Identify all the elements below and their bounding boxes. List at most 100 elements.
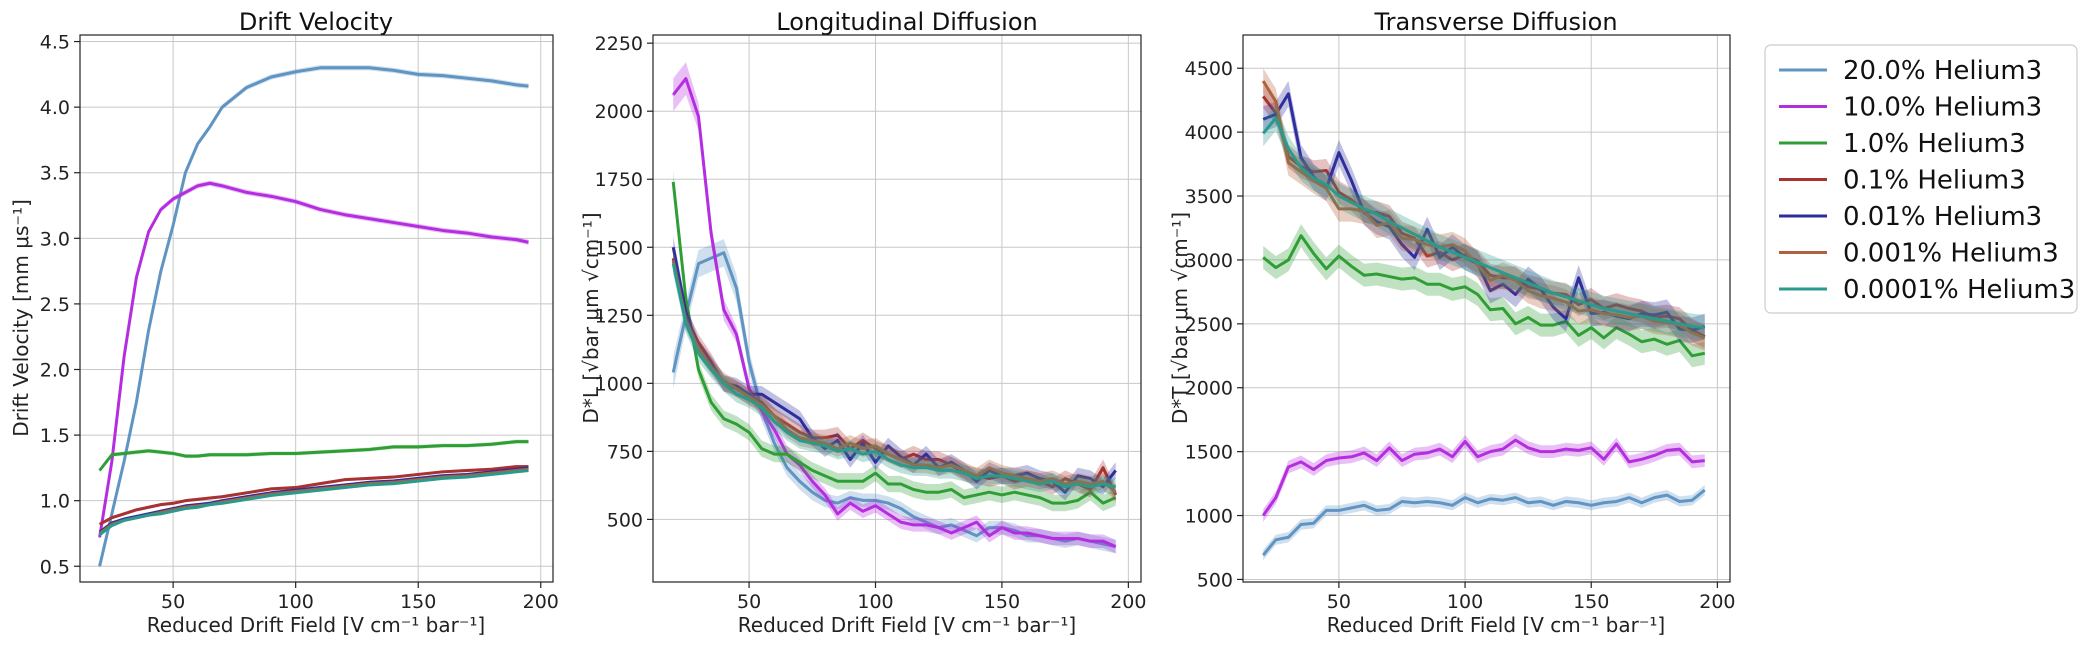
y-tick-label: 1500 bbox=[595, 237, 643, 259]
x-tick-label: 150 bbox=[400, 591, 436, 613]
x-tick-label: 100 bbox=[1447, 591, 1483, 613]
series-band bbox=[1263, 433, 1705, 522]
panel-title: Longitudinal Diffusion bbox=[776, 8, 1037, 36]
series-line bbox=[671, 181, 1117, 505]
axes-frame bbox=[652, 34, 1142, 583]
series-band bbox=[673, 252, 1116, 495]
axes-frame bbox=[1242, 34, 1731, 583]
y-tick-label: 1.5 bbox=[40, 425, 70, 447]
series-line bbox=[671, 246, 1117, 494]
ticks: 50 100 150 200 500 1000 1500 2000 2500 3000 3500 40… bbox=[1185, 58, 1736, 613]
series-line bbox=[671, 263, 1117, 489]
x-tick-label: 50 bbox=[161, 591, 185, 613]
y-tick-label: 3.0 bbox=[40, 228, 70, 250]
x-tick-label: 200 bbox=[523, 591, 559, 613]
x-axis-label: Reduced Drift Field [V cm⁻¹ bar⁻¹] bbox=[147, 613, 485, 637]
y-tick-label: 0.5 bbox=[40, 556, 70, 578]
series-0-0001-helium3 bbox=[671, 252, 1117, 495]
legend-item: 0.1% Helium3 bbox=[1779, 166, 2026, 196]
series-band bbox=[1263, 81, 1705, 344]
series-band bbox=[1263, 484, 1705, 561]
grid bbox=[80, 35, 553, 582]
y-tick-label: 3.5 bbox=[40, 163, 70, 185]
legend-label: 0.0001% Helium3 bbox=[1843, 275, 2075, 305]
y-tick-label: 4.5 bbox=[40, 32, 70, 54]
y-tick-label: 1750 bbox=[595, 169, 643, 191]
legend-box bbox=[1764, 44, 2078, 314]
ticks: 50 100 150 200 500 750 1000 1250 1500 1750 2000 225… bbox=[595, 33, 1147, 613]
x-tick-label: 150 bbox=[1573, 591, 1609, 613]
x-tick-label: 50 bbox=[1327, 591, 1351, 613]
x-axis-label: Reduced Drift Field [V cm⁻¹ bar⁻¹] bbox=[1327, 613, 1665, 637]
y-tick-label: 1000 bbox=[595, 373, 643, 395]
y-tick-label: 500 bbox=[607, 509, 643, 531]
y-tick-label: 2.0 bbox=[40, 359, 70, 381]
series-0-001-helium3 bbox=[1261, 68, 1706, 351]
series-line bbox=[1261, 80, 1706, 340]
series-line bbox=[98, 469, 529, 536]
series-group bbox=[671, 62, 1118, 554]
series-band bbox=[99, 65, 529, 569]
legend-label: 10.0% Helium3 bbox=[1843, 93, 2042, 123]
series-10-0-helium3 bbox=[672, 62, 1117, 554]
grid bbox=[1243, 35, 1730, 582]
legend-item: 1.0% Helium3 bbox=[1779, 129, 2026, 159]
series-band bbox=[673, 236, 1116, 501]
y-tick-label: 1000 bbox=[1185, 506, 1233, 528]
series-group bbox=[1261, 68, 1706, 561]
y-tick-label: 1500 bbox=[1185, 442, 1233, 464]
legend-label: 0.01% Helium3 bbox=[1843, 202, 2042, 232]
legend-label: 0.1% Helium3 bbox=[1843, 166, 2026, 196]
series-20-0-helium3 bbox=[98, 65, 529, 569]
x-tick-label: 100 bbox=[857, 591, 893, 613]
y-tick-label: 4000 bbox=[1185, 122, 1233, 144]
series-line bbox=[1262, 488, 1706, 557]
legend: 20.0% Helium3 10.0% Helium3 1.0% Helium3 0.… bbox=[1764, 44, 2078, 314]
x-tick-label: 150 bbox=[984, 591, 1020, 613]
series-line bbox=[671, 260, 1117, 494]
series-line bbox=[672, 77, 1117, 548]
y-axis-label: Drift Velocity [mm μs⁻¹] bbox=[9, 199, 33, 437]
x-axis-label: Reduced Drift Field [V cm⁻¹ bar⁻¹] bbox=[738, 613, 1076, 637]
series-0-0001-helium3 bbox=[98, 468, 529, 537]
series-0-0001-helium3 bbox=[1262, 105, 1705, 341]
series-band bbox=[1263, 224, 1705, 368]
series-0-001-helium3 bbox=[671, 249, 1117, 501]
y-tick-label: 2000 bbox=[595, 101, 643, 123]
x-tick-label: 200 bbox=[1699, 591, 1735, 613]
series-line bbox=[1262, 116, 1705, 330]
y-tick-label: 2000 bbox=[1185, 378, 1233, 400]
y-tick-label: 1.0 bbox=[40, 491, 70, 513]
panel-drift-velocity: Drift Velocity Reduced Drift Field [V cm… bbox=[9, 8, 559, 637]
panel-title: Drift Velocity bbox=[239, 8, 393, 36]
series-group bbox=[98, 65, 529, 569]
legend-label: 20.0% Helium3 bbox=[1843, 56, 2042, 86]
y-tick-label: 2500 bbox=[1185, 314, 1233, 336]
series-1-0-helium3 bbox=[671, 171, 1117, 512]
axes-frame bbox=[79, 34, 554, 583]
series-line bbox=[98, 465, 529, 526]
panel-title: Transverse Diffusion bbox=[1373, 8, 1617, 36]
series-line bbox=[1261, 438, 1705, 517]
legend-label: 1.0% Helium3 bbox=[1843, 129, 2026, 159]
legend-item: 10.0% Helium3 bbox=[1779, 93, 2042, 123]
series-1-0-helium3 bbox=[1262, 224, 1706, 368]
y-tick-label: 750 bbox=[607, 441, 643, 463]
x-tick-label: 50 bbox=[737, 591, 761, 613]
series-line bbox=[1261, 95, 1706, 338]
ticks: 50 100 150 200 0.5 1.0 1.5 2.0 2.5 3.0 3.5 4.0 4.5 bbox=[40, 32, 559, 613]
series-10-0-helium3 bbox=[98, 180, 529, 541]
y-tick-label: 2250 bbox=[595, 33, 643, 55]
series-band bbox=[99, 468, 529, 537]
legend-label: 0.001% Helium3 bbox=[1843, 239, 2059, 269]
series-line bbox=[1262, 234, 1706, 358]
y-tick-label: 3000 bbox=[1185, 250, 1233, 272]
grid bbox=[653, 35, 1141, 582]
panel-longitudinal-diffusion: Longitudinal Diffusion Reduced Drift Fie… bbox=[579, 8, 1146, 637]
panel-transverse-diffusion: Transverse Diffusion Reduced Drift Field… bbox=[1168, 8, 1736, 637]
legend-item: 20.0% Helium3 bbox=[1779, 56, 2042, 86]
y-tick-label: 4.0 bbox=[40, 97, 70, 119]
x-tick-label: 100 bbox=[278, 591, 314, 613]
